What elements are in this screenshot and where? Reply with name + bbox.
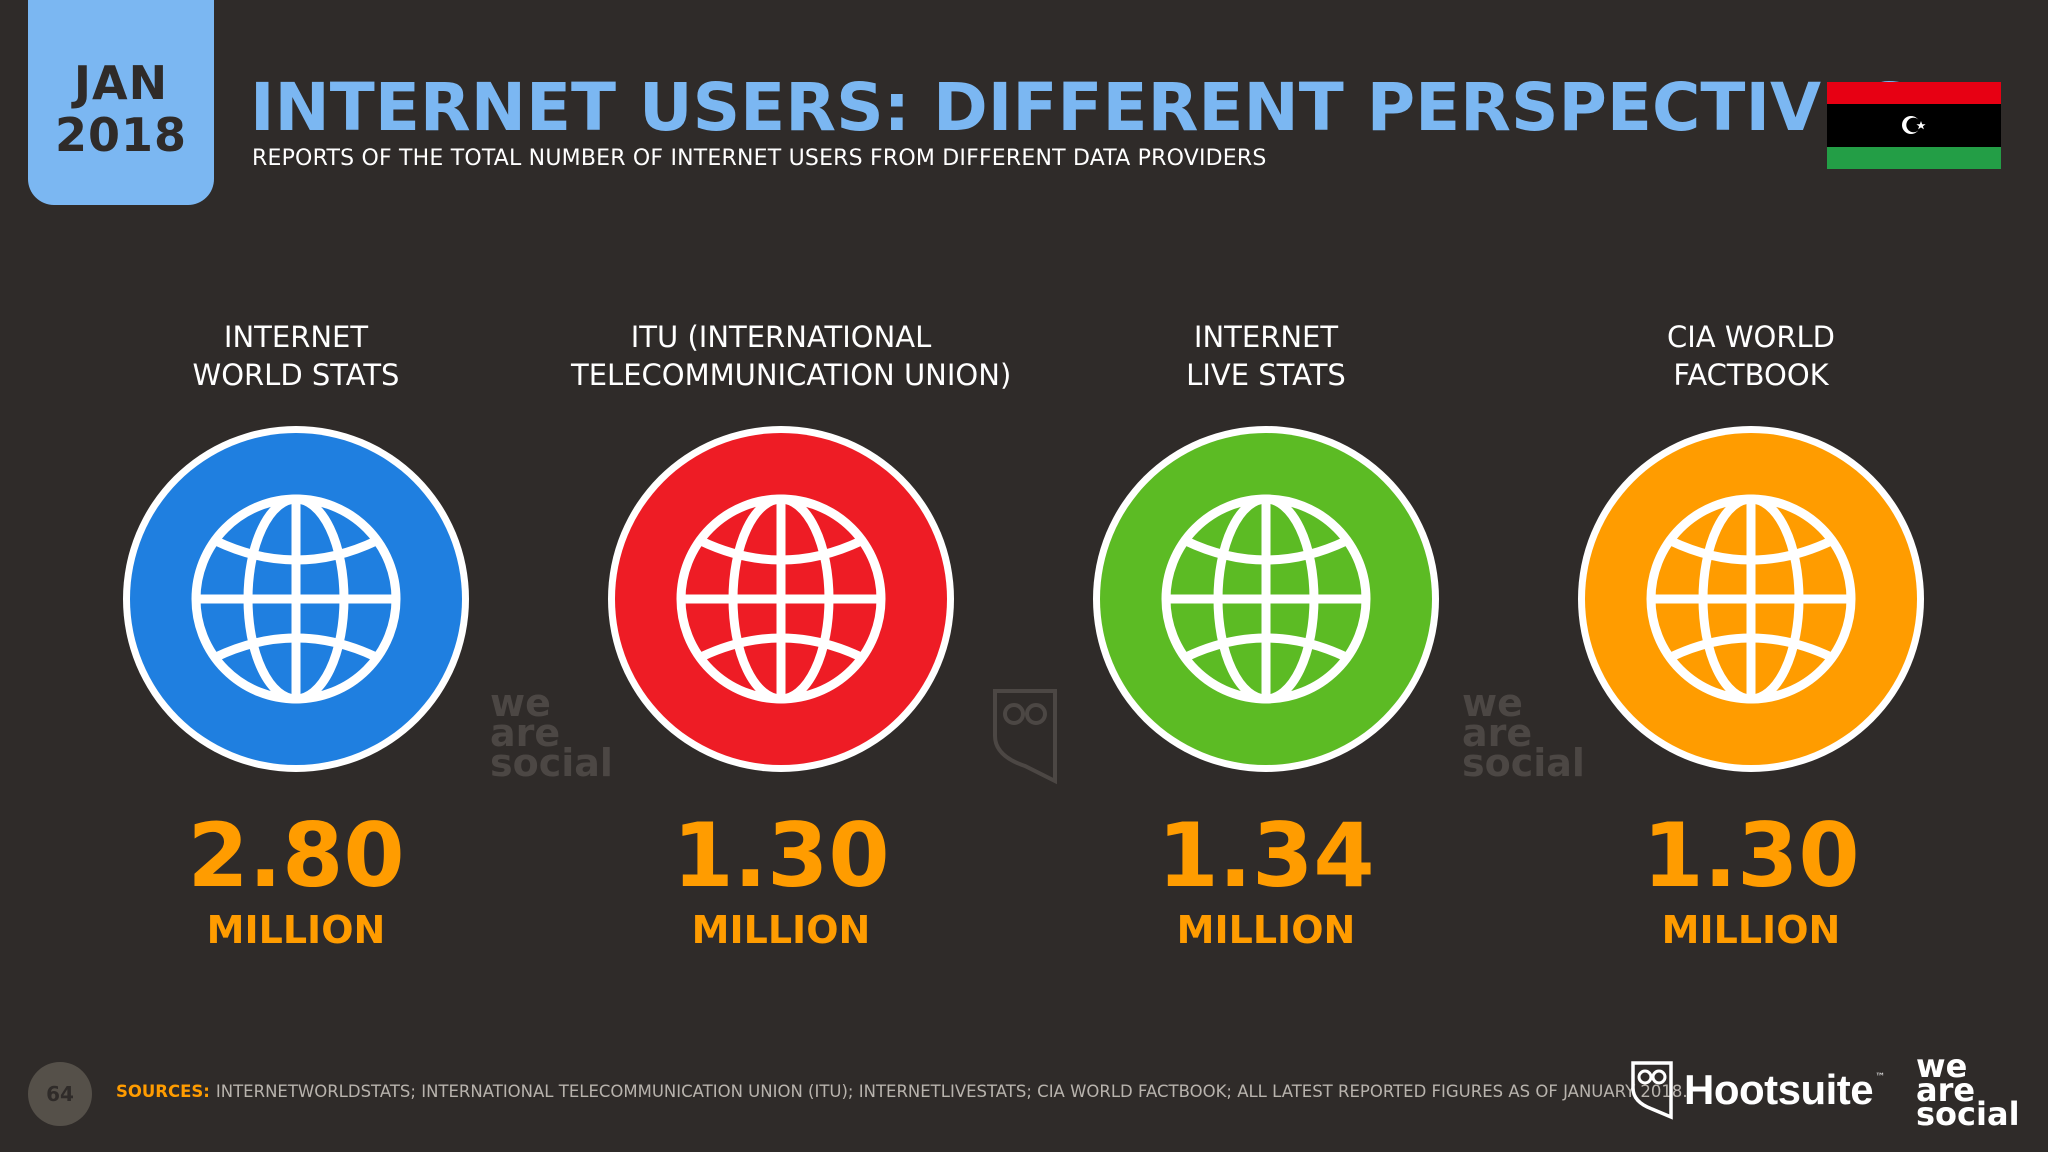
- date-badge: JAN 2018: [28, 0, 214, 205]
- we-are-social-watermark: we are social: [1462, 681, 1585, 785]
- flag-red-stripe: [1827, 82, 2001, 104]
- libya-flag-icon: [1827, 82, 2001, 169]
- provider-circle: [608, 426, 954, 772]
- we-are-social-watermark: we are social: [490, 681, 613, 785]
- circle-fill: [130, 433, 462, 765]
- provider-label: CIA WORLD FACTBOOK: [1667, 320, 1835, 392]
- circle-fill: [1585, 433, 1917, 765]
- globe-icon: [1161, 494, 1371, 704]
- provider-circle: [1578, 426, 1924, 772]
- provider-value: 1.34: [1157, 804, 1375, 907]
- provider-unit: MILLION: [1661, 908, 1841, 952]
- page-subtitle: REPORTS OF THE TOTAL NUMBER OF INTERNET …: [252, 146, 1267, 171]
- flag-green-stripe: [1827, 147, 2001, 169]
- date-month: JAN: [73, 55, 169, 110]
- provider-internet-live-stats: INTERNET LIVE STATS 1.34 MILLION: [1056, 318, 1476, 968]
- owl-watermark-icon: [990, 686, 1060, 790]
- provider-label: INTERNET WORLD STATS: [192, 320, 400, 392]
- provider-circle: [123, 426, 469, 772]
- provider-label: ITU (INTERNATIONAL TELECOMMUNICATION UNI…: [571, 320, 1012, 392]
- provider-circle: [1093, 426, 1439, 772]
- crescent-star-icon: [1902, 116, 1926, 134]
- hootsuite-logo: Hootsuite ™: [1630, 1060, 1885, 1120]
- provider-unit: MILLION: [206, 908, 386, 952]
- sources-note: SOURCES: INTERNETWORLDSTATS; INTERNATIONA…: [116, 1082, 1688, 1101]
- circle-fill: [615, 433, 947, 765]
- page-number: 64: [28, 1062, 92, 1126]
- provider-internet-world-stats: INTERNET WORLD STATS 2.80 MILLION: [86, 318, 506, 968]
- owl-icon: [1631, 1061, 1673, 1120]
- globe-icon: [191, 494, 401, 704]
- provider-label: INTERNET LIVE STATS: [1186, 320, 1346, 392]
- provider-value: 1.30: [1642, 804, 1860, 907]
- provider-itu: ITU (INTERNATIONAL TELECOMMUNICATION UNI…: [571, 318, 1012, 968]
- we-are-social-logo: we are social: [1916, 1047, 2020, 1133]
- provider-unit: MILLION: [1176, 908, 1356, 952]
- hootsuite-wordmark: Hootsuite: [1684, 1066, 1874, 1113]
- provider-value: 1.30: [672, 804, 890, 907]
- provider-unit: MILLION: [691, 908, 871, 952]
- globe-icon: [676, 494, 886, 704]
- circle-fill: [1100, 433, 1432, 765]
- provider-value: 2.80: [187, 804, 405, 907]
- sources-label: SOURCES:: [116, 1082, 210, 1101]
- trademark-symbol: ™: [1875, 1072, 1886, 1083]
- globe-icon: [1646, 494, 1856, 704]
- date-year: 2018: [54, 107, 188, 162]
- page-title: INTERNET USERS: DIFFERENT PERSPECTIVES: [250, 69, 1914, 146]
- sources-text: INTERNETWORLDSTATS; INTERNATIONAL TELECO…: [215, 1082, 1688, 1101]
- provider-cia-world-factbook: CIA WORLD FACTBOOK 1.30 MILLION: [1541, 318, 1961, 968]
